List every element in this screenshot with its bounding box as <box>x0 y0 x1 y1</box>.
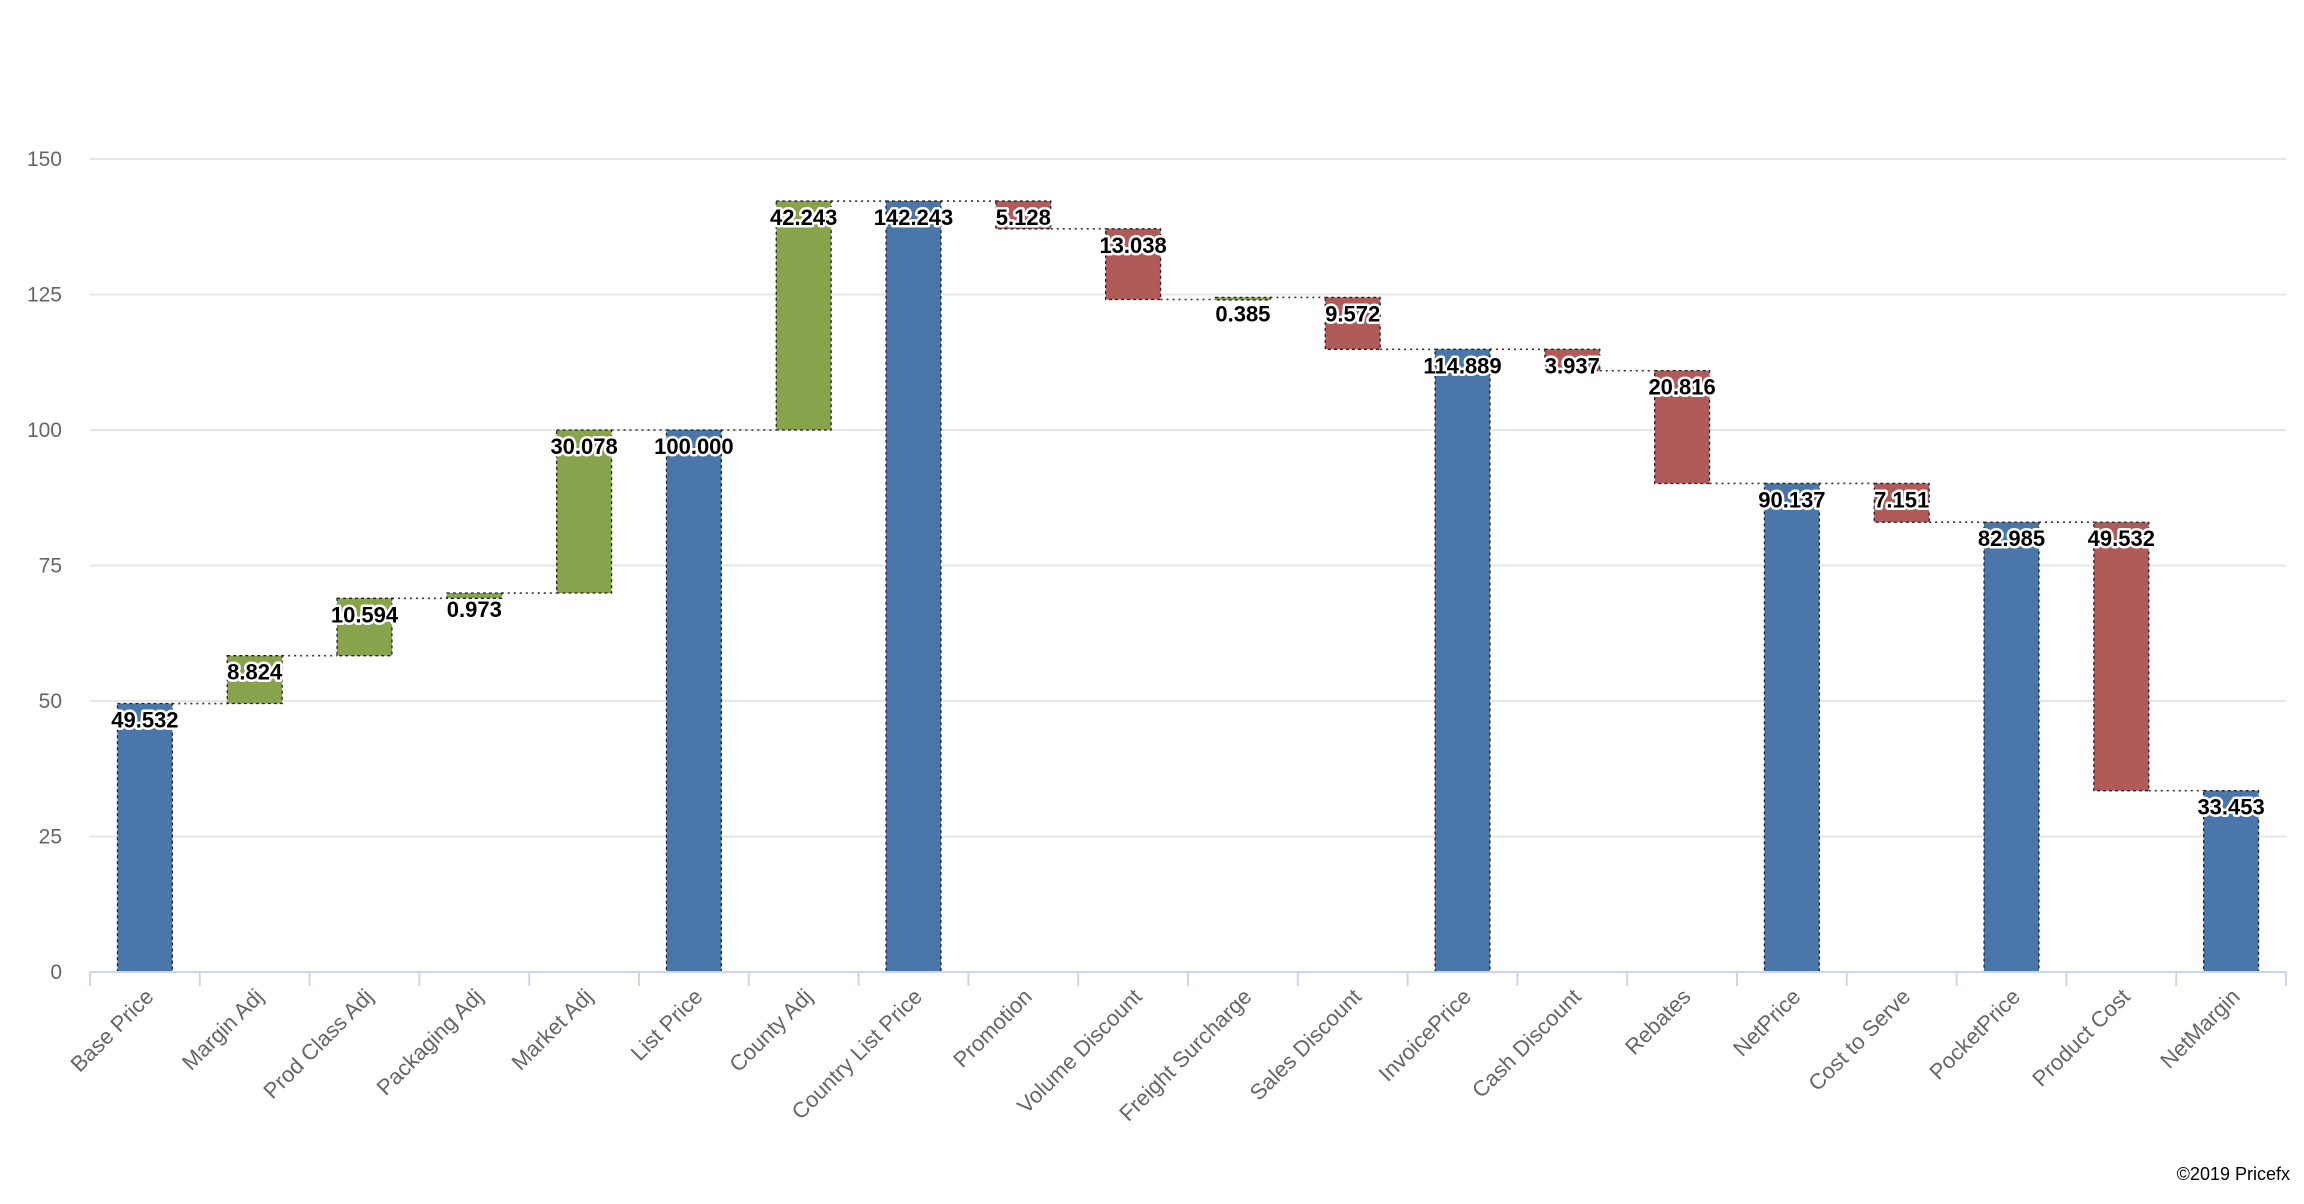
bar-8 <box>995 200 1052 230</box>
x-tick-label: Cash Discount <box>1467 984 1586 1103</box>
bar-7 <box>885 200 942 973</box>
bar-2 <box>336 597 393 657</box>
x-tick-label: Margin Adj <box>177 984 268 1075</box>
bar-0 <box>116 702 173 973</box>
bars <box>116 200 2260 973</box>
x-tick-label: List Price <box>626 984 708 1066</box>
bar-15 <box>1763 482 1820 973</box>
bar-3 <box>446 592 503 599</box>
x-tick-label: Base Price <box>66 984 159 1077</box>
bar-9 <box>1105 228 1162 301</box>
bar-13 <box>1544 348 1601 372</box>
bar-17 <box>1983 521 2040 973</box>
x-tick-label: InvoicePrice <box>1374 984 1476 1086</box>
data-label-13: 3.937 <box>1545 353 1600 378</box>
data-label-18: 49.532 <box>2088 526 2155 551</box>
data-label-2: 10.594 <box>331 602 399 627</box>
x-tick-label: Cost to Serve <box>1803 984 1915 1096</box>
x-tick-label: NetPrice <box>1728 984 1805 1061</box>
bar-5 <box>665 429 723 973</box>
grid-lines <box>90 158 2286 838</box>
x-tick-label: Prod Class Adj <box>258 984 378 1104</box>
data-label-11: 9.572 <box>1325 301 1380 326</box>
x-tick-label: Packaging Adj <box>372 984 488 1100</box>
data-label-6: 42.243 <box>770 205 837 230</box>
y-tick-label: 100 <box>27 419 62 442</box>
bar-6 <box>775 200 832 431</box>
bar-4 <box>556 429 613 594</box>
bar-18 <box>2093 521 2150 792</box>
data-label-0: 49.532 <box>111 708 178 733</box>
x-tick-label: Market Adj <box>506 984 597 1075</box>
data-label-4: 30.078 <box>550 434 617 459</box>
x-tick-label: Product Cost <box>2027 984 2135 1092</box>
y-tick-label: 150 <box>27 148 62 171</box>
data-label-1: 8.824 <box>227 660 283 685</box>
credit-text: ©2019 Pricefx <box>2177 1164 2290 1184</box>
x-tick-label: Sales Discount <box>1245 984 1366 1105</box>
bar-16 <box>1873 482 1930 523</box>
y-axis: 0 25 50 75 100 125 150 <box>27 148 62 984</box>
data-label-14: 20.816 <box>1648 375 1715 400</box>
x-tick-label: Rebates <box>1620 984 1696 1060</box>
data-label-19: 33.453 <box>2197 795 2264 820</box>
data-label-9: 13.038 <box>1099 233 1166 258</box>
y-tick-label: 125 <box>27 284 62 307</box>
y-tick-label: 50 <box>39 690 62 713</box>
y-tick-label: 0 <box>50 961 62 984</box>
y-tick-label: 75 <box>39 555 62 578</box>
bar-10 <box>1214 296 1271 301</box>
data-label-5: 100.000 <box>654 434 734 459</box>
data-label-16: 7.151 <box>1874 487 1929 512</box>
data-label-17: 82.985 <box>1978 526 2045 551</box>
x-tick-label: NetMargin <box>2155 984 2244 1073</box>
y-tick-label: 25 <box>39 826 62 849</box>
data-label-3: 0.973 <box>447 597 502 622</box>
bar-12 <box>1434 348 1491 973</box>
bar-11 <box>1324 296 1381 350</box>
data-label-8: 5.128 <box>996 205 1051 230</box>
bar-19 <box>2202 790 2260 973</box>
data-label-12: 114.889 <box>1423 353 1501 378</box>
bar-1 <box>226 655 283 705</box>
x-tick-label: Promotion <box>948 984 1037 1073</box>
data-labels: 49.532 8.824 10.594 0.973 30.078 100.000 42.24… <box>109 203 2267 823</box>
data-label-15: 90.137 <box>1758 487 1825 512</box>
data-label-10: 0.385 <box>1215 301 1270 326</box>
x-tick-label: PocketPrice <box>1924 984 2025 1085</box>
x-tick-label: County Adj <box>724 984 817 1077</box>
data-label-7: 142.243 <box>874 205 954 230</box>
bar-14 <box>1654 369 1711 485</box>
